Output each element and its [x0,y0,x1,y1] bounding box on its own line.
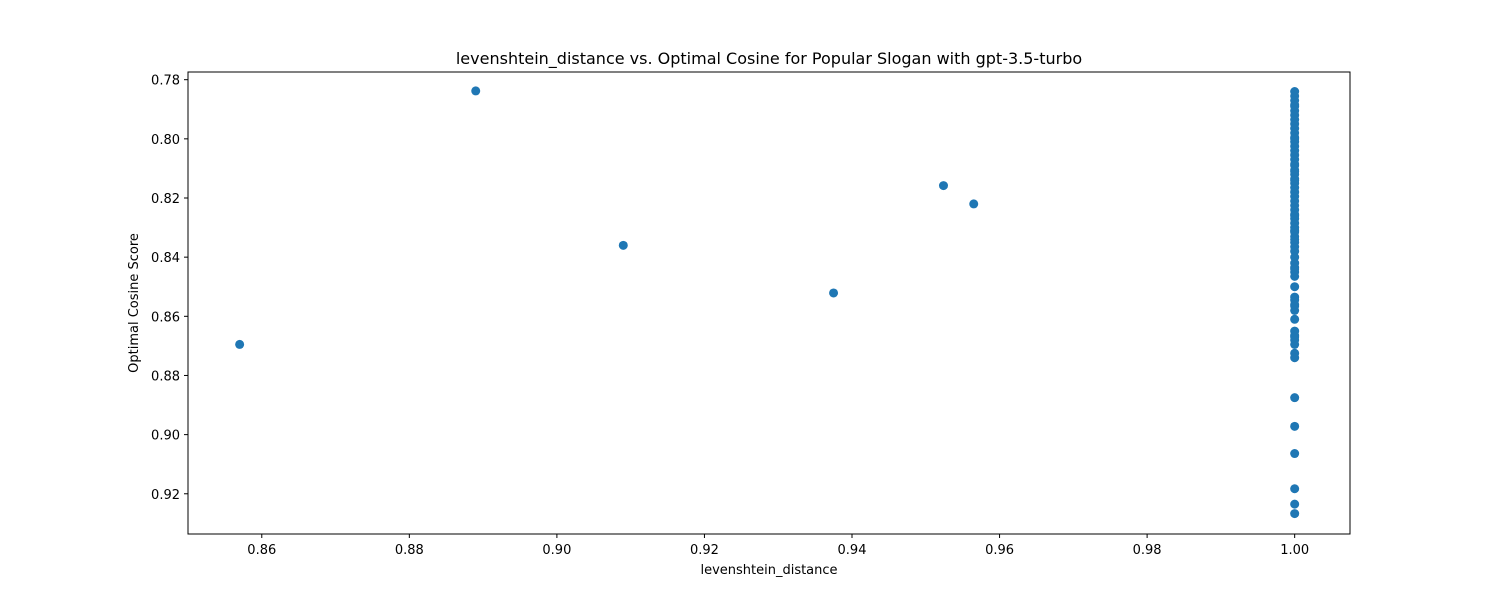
data-point [235,339,245,349]
data-point [938,181,948,191]
data-point [618,240,628,250]
data-point [1290,211,1300,221]
x-tick-label: 0.96 [985,543,1014,558]
data-point [1290,175,1300,185]
data-point [1290,421,1300,431]
x-tick-label: 0.90 [542,543,571,558]
y-tick-label: 0.84 [151,251,180,266]
data-point [1290,226,1300,236]
data-point [1290,264,1300,274]
data-point [1290,499,1300,509]
x-tick-label: 0.98 [1133,543,1162,558]
data-point [1290,101,1300,111]
x-axis-label: levenshtein_distance [700,563,837,578]
data-point [1290,234,1300,244]
data-point [1290,353,1300,363]
chart-title: levenshtein_distance vs. Optimal Cosine … [456,49,1082,69]
plot-frame [187,71,1351,535]
y-axis: 0.78 0.80 0.82 0.84 0.86 0.88 0.90 0.92 [151,74,188,503]
data-point [1290,393,1300,403]
data-point [1290,484,1300,494]
data-point [1290,509,1300,519]
y-tick-label: 0.78 [151,74,180,89]
x-tick-label: 0.88 [395,543,424,558]
data-point [1290,314,1300,324]
x-tick-label: 0.86 [247,543,276,558]
data-point [1290,339,1300,349]
y-tick-label: 0.92 [151,488,180,503]
data-point [1290,299,1300,309]
data-point [969,199,979,209]
y-tick-label: 0.88 [151,369,180,384]
data-point [1290,271,1300,281]
data-point [1290,449,1300,459]
x-axis: 0.86 0.88 0.90 0.92 0.94 0.96 0.98 1.00 [247,534,1309,558]
data-point [1290,134,1300,144]
data-point [829,288,839,298]
data-point [1290,332,1300,342]
x-tick-label: 0.92 [690,543,719,558]
data-points [235,86,1300,519]
data-point [471,86,481,96]
x-tick-label: 1.00 [1280,543,1309,558]
y-tick-label: 0.82 [151,192,180,207]
y-tick-label: 0.80 [151,133,180,148]
y-tick-label: 0.90 [151,429,180,444]
data-point [1290,282,1300,292]
y-tick-label: 0.86 [151,310,180,325]
data-point [1290,166,1300,176]
x-tick-label: 0.94 [838,543,867,558]
y-axis-label: Optimal Cosine Score [127,233,142,373]
